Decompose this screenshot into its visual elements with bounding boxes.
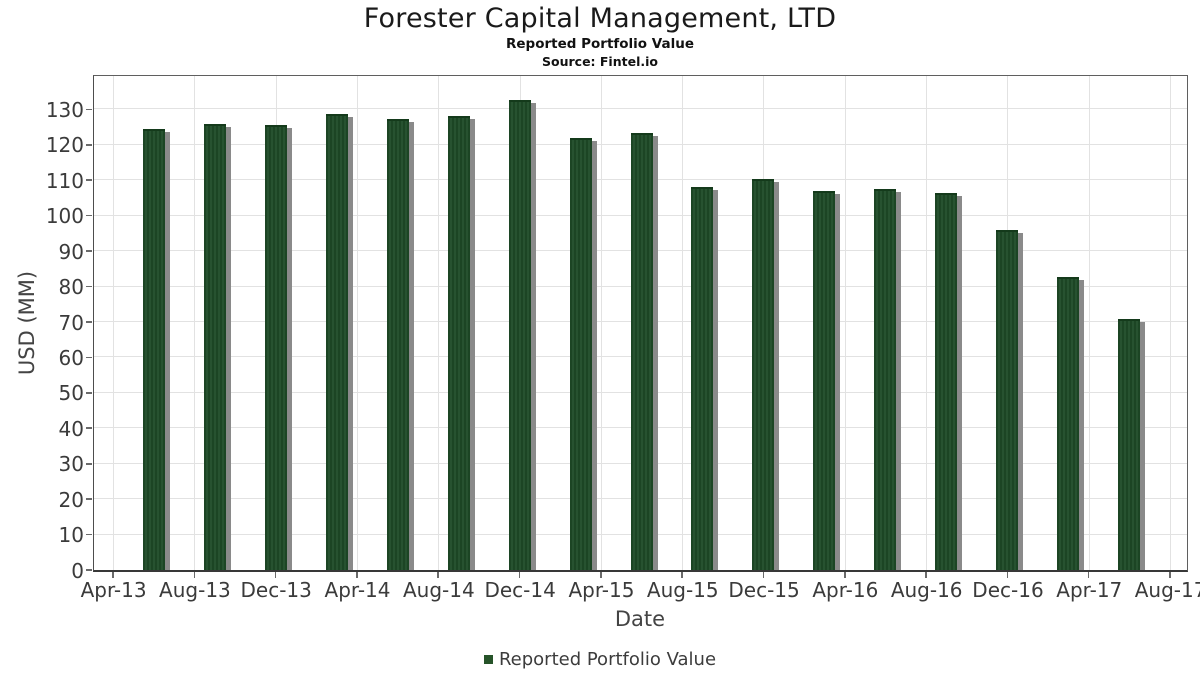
plot-area [86, 75, 1188, 578]
x-tick-Aug-14 [437, 572, 440, 578]
x-tick-label-Dec-15: Dec-15 [728, 578, 800, 602]
x-tick-label-Apr-13: Apr-13 [80, 578, 147, 602]
bar-Mar-15 [569, 137, 592, 570]
gridline-x-Aug-17 [1170, 76, 1171, 570]
x-axis-title: Date [614, 607, 666, 631]
x-tick-Apr-17 [1087, 572, 1090, 578]
y-tick-100 [86, 214, 92, 217]
x-tick-label-Aug-15: Aug-15 [646, 578, 719, 602]
x-tick-label-Dec-16: Dec-16 [972, 578, 1044, 602]
bar-Jun-14 [386, 118, 409, 570]
bar-Dec-14 [508, 100, 531, 570]
chart-title: Forester Capital Management, LTD [363, 3, 837, 34]
gridline-x-Apr-13 [113, 76, 114, 570]
x-tick-label-Dec-14: Dec-14 [484, 578, 556, 602]
x-tick-Apr-13 [112, 572, 114, 578]
x-tick-label-Apr-15: Apr-15 [568, 578, 635, 602]
y-tick-50 [86, 392, 92, 394]
bar-Sep-16 [935, 192, 958, 570]
y-tick-130 [86, 108, 92, 111]
y-tick-30 [86, 462, 92, 465]
bar-Dec-16 [996, 230, 1019, 570]
y-tick-label-110: 110 [45, 168, 84, 193]
legend: Reported Portfolio Value [0, 646, 1200, 672]
x-tick-label-Dec-13: Dec-13 [240, 578, 312, 602]
x-tick-label-Aug-13: Aug-13 [159, 578, 231, 602]
bar-Sep-15 [691, 186, 714, 570]
x-tick-Aug-16 [925, 572, 927, 578]
x-tick-Aug-13 [193, 572, 196, 578]
y-tick-label-80: 80 [58, 275, 84, 300]
gridline-x-Aug-15 [682, 76, 684, 570]
gridline-x-Aug-16 [926, 76, 928, 570]
y-tick-60 [86, 356, 92, 359]
bar-Mar-16 [813, 191, 836, 570]
x-tick-Apr-14 [356, 572, 358, 578]
y-tick-40 [86, 427, 92, 430]
y-tick-label-100: 100 [45, 204, 84, 229]
y-tick-70 [86, 321, 92, 323]
y-tick-110 [86, 179, 92, 181]
x-tick-Apr-16 [843, 572, 846, 578]
bar-Jun-13 [142, 128, 165, 570]
chart-subtitle: Reported Portfolio Value [506, 36, 694, 52]
chart-source: Source: Fintel.io [542, 54, 658, 69]
x-tick-Dec-14 [518, 572, 521, 578]
y-tick-120 [86, 143, 92, 146]
bar-Jun-17 [1118, 319, 1141, 570]
gridline-x-Aug-14 [438, 76, 440, 570]
y-tick-label-130: 130 [45, 97, 84, 122]
y-tick-label-60: 60 [58, 345, 84, 370]
x-tick-label-Aug-16: Aug-16 [890, 578, 963, 602]
y-tick-label-10: 10 [58, 523, 84, 548]
gridline-x-Apr-14 [356, 76, 358, 570]
x-tick-Dec-13 [274, 572, 277, 578]
bar-Sep-14 [447, 116, 470, 570]
x-tick-label-Apr-17: Apr-17 [1056, 578, 1123, 602]
bar-Sep-13 [203, 124, 226, 570]
x-tick-label-Aug-17: Aug-17 [1134, 578, 1200, 602]
x-tick-label-Apr-16: Apr-16 [812, 578, 879, 602]
bar-Mar-17 [1057, 277, 1080, 570]
y-tick-label-50: 50 [58, 381, 84, 406]
x-tick-Apr-15 [600, 572, 602, 578]
legend-swatch-icon [483, 655, 493, 664]
gridline-x-Apr-16 [844, 76, 846, 570]
gridline-x-Apr-17 [1088, 76, 1090, 570]
x-tick-label-Aug-14: Aug-14 [402, 578, 475, 602]
bar-Jun-16 [874, 188, 897, 570]
x-tick-Dec-15 [762, 572, 765, 578]
bar-Jun-15 [630, 133, 653, 570]
y-tick-10 [86, 533, 92, 536]
y-tick-label-120: 120 [45, 133, 84, 158]
gridline-x-Aug-13 [194, 76, 196, 570]
y-tick-20 [86, 498, 92, 500]
x-tick-Dec-16 [1006, 572, 1009, 578]
y-tick-0 [86, 569, 92, 571]
y-tick-label-20: 20 [58, 487, 84, 512]
y-tick-label-0: 0 [71, 558, 84, 583]
x-tick-Aug-17 [1169, 572, 1171, 578]
bar-Mar-14 [325, 114, 348, 570]
bar-Dec-15 [752, 178, 775, 570]
y-tick-label-30: 30 [58, 452, 84, 477]
x-tick-Aug-15 [681, 572, 683, 578]
y-tick-80 [86, 285, 92, 288]
gridline-x-Apr-15 [600, 76, 602, 570]
legend-label: Reported Portfolio Value [498, 648, 717, 670]
bar-Dec-13 [264, 125, 287, 570]
gridline-y-130 [94, 108, 1187, 110]
y-tick-90 [86, 250, 92, 252]
x-tick-label-Apr-14: Apr-14 [324, 578, 391, 602]
y-tick-label-90: 90 [58, 239, 84, 264]
y-tick-label-70: 70 [58, 310, 84, 335]
y-tick-label-40: 40 [58, 416, 84, 441]
